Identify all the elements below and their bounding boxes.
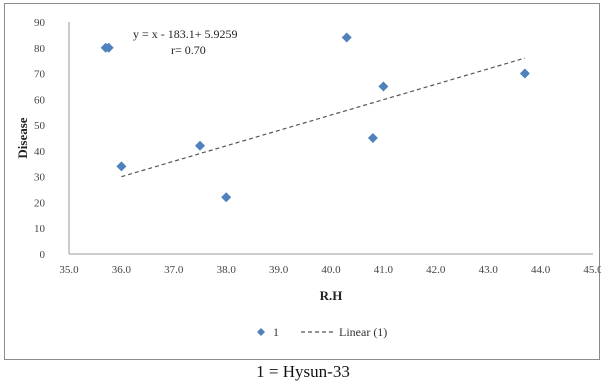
data-point xyxy=(116,161,127,172)
x-tick-label: 45.0 xyxy=(583,264,601,276)
x-axis-title: R.H xyxy=(320,288,343,303)
y-tick-label: 30 xyxy=(34,172,46,184)
data-point xyxy=(195,140,205,151)
y-tick-label: 90 xyxy=(34,17,46,29)
x-tick-label: 35.0 xyxy=(59,264,79,276)
x-tick-label: 38.0 xyxy=(217,264,237,276)
y-tick-label: 50 xyxy=(34,120,46,132)
x-tick-labels: 35.0 36.0 37.0 38.0 39.0 40.0 41.0 42.0 43.0 44.0… xyxy=(59,264,601,276)
data-point xyxy=(341,32,352,43)
x-tick-label: 40.0 xyxy=(321,264,341,276)
legend-label-series-1: 1 xyxy=(273,325,279,339)
x-tick-label: 44.0 xyxy=(531,264,551,276)
data-points xyxy=(100,32,530,203)
scatter-chart: 35.0 36.0 37.0 38.0 39.0 40.0 41.0 42.0 43.0 44.0… xyxy=(15,17,601,339)
y-tick-label: 70 xyxy=(34,69,46,81)
x-tick-label: 43.0 xyxy=(479,264,499,276)
data-point xyxy=(378,81,389,92)
legend: 1 Linear (1) xyxy=(257,325,387,339)
y-tick-label: 80 xyxy=(34,43,46,55)
data-point-overlap xyxy=(103,42,114,53)
y-tick-label: 40 xyxy=(34,146,46,158)
chart-frame: 35.0 36.0 37.0 38.0 39.0 40.0 41.0 42.0 43.0 44.0… xyxy=(4,3,601,360)
y-tick-label: 20 xyxy=(34,197,46,209)
x-tick-label: 36.0 xyxy=(112,264,132,276)
legend-label-trendline: Linear (1) xyxy=(339,325,387,339)
trendline-linear xyxy=(121,57,526,178)
y-tick-label: 10 xyxy=(34,223,46,235)
y-tick-label: 60 xyxy=(34,94,46,106)
data-point xyxy=(221,192,232,203)
x-tick-label: 42.0 xyxy=(426,264,446,276)
y-tick-labels: 0 10 20 30 40 50 60 70 80 90 xyxy=(34,17,46,261)
y-tick-label: 0 xyxy=(40,249,46,261)
y-axis-title: Disease xyxy=(15,117,30,158)
x-tick-label: 41.0 xyxy=(374,264,394,276)
data-point xyxy=(367,133,378,143)
correlation-value: r= 0.70 xyxy=(171,43,206,57)
x-tick-label: 37.0 xyxy=(164,264,184,276)
legend-marker-series-1 xyxy=(257,328,265,336)
x-tick-label: 39.0 xyxy=(269,264,289,276)
data-point xyxy=(519,68,530,79)
trendline-equation: y = x - 183.1+ 5.9259 xyxy=(133,27,238,41)
figure-caption: 1 = Hysun-33 xyxy=(256,362,350,381)
plot-area: 35.0 36.0 37.0 38.0 39.0 40.0 41.0 42.0 43.0 44.0… xyxy=(34,17,601,276)
